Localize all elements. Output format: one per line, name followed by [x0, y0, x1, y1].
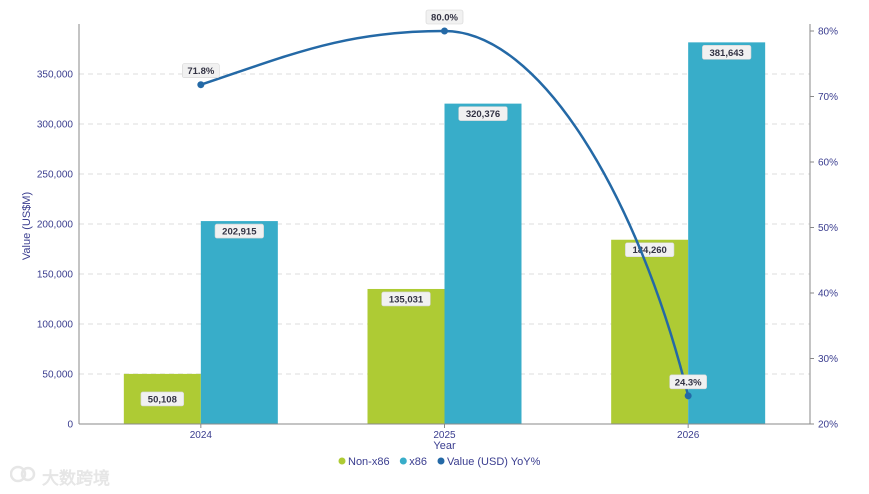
yoy-data-label-bg [182, 63, 220, 79]
bar-data-label: 202,915 [222, 227, 257, 238]
y2-tick-label: 40% [818, 289, 838, 300]
yoy-data-label-bg [425, 9, 464, 25]
legend-marker [399, 457, 407, 465]
brand-logo-icon [9, 464, 36, 489]
y-tick-label: 0 [67, 420, 73, 431]
yoy-data-label-bg [669, 374, 707, 390]
yoy-point [441, 27, 448, 35]
yoy-line [200, 29, 690, 397]
bar-x86 [200, 221, 278, 424]
y-tick-label: 200,000 [37, 220, 74, 231]
legend-item: Non-x86 [348, 456, 390, 468]
yoy-data-label: 80.0% [431, 13, 458, 24]
yoy-data-label: 24.3% [675, 377, 702, 388]
bar-data-label: 135,031 [389, 294, 424, 305]
y-tick-label: 350,000 [37, 70, 74, 81]
bar-data-label: 50,108 [148, 394, 177, 405]
yoy-data-label: 71.8% [187, 66, 214, 77]
x-tick-label: 2025 [433, 430, 456, 441]
y2-tick-label: 50% [818, 223, 838, 234]
bar-x86 [688, 42, 766, 425]
y2-tick-label: 30% [818, 354, 838, 365]
bar-non-x86 [611, 239, 689, 424]
bar-data-label-bg [458, 106, 508, 121]
x-tick-label: 2026 [677, 430, 700, 441]
y-tick-label: 250,000 [37, 170, 74, 181]
legend-marker [338, 457, 346, 465]
y2-tick-label: 20% [818, 420, 838, 431]
y-tick-label: 150,000 [37, 270, 74, 281]
bar-data-label: 320,376 [466, 109, 500, 120]
bar-data-label: 381,643 [709, 48, 743, 59]
watermark-text: 大数跨境 [42, 469, 110, 489]
legend-item: Value (USD) YoY% [447, 456, 541, 468]
legend-marker [437, 457, 445, 465]
x-tick-label: 2024 [190, 430, 213, 441]
bar-non-x86 [367, 288, 445, 424]
watermark: 大数跨境 [9, 464, 110, 489]
y2-tick-label: 70% [818, 92, 838, 103]
y2-tick-label: 60% [818, 158, 838, 169]
yoy-point [684, 392, 692, 400]
bar-data-label-bg [702, 45, 752, 60]
bar-data-label-bg [140, 391, 185, 407]
y-tick-label: 100,000 [37, 320, 74, 331]
bar-data-label-bg [381, 291, 431, 307]
bar-x86 [444, 103, 522, 425]
bar-data-label: 184,260 [632, 245, 666, 256]
yoy-point [197, 81, 205, 89]
legend-item: x86 [409, 456, 427, 468]
x-axis-title: Year [433, 440, 456, 452]
y-axis-title: Value (US$M) [21, 192, 33, 260]
bar-data-label-bg [214, 223, 264, 239]
y-tick-label: 300,000 [37, 120, 74, 131]
bar-data-label-bg [625, 242, 675, 258]
y2-tick-label: 80% [818, 27, 838, 38]
y-tick-label: 50,000 [42, 370, 73, 381]
